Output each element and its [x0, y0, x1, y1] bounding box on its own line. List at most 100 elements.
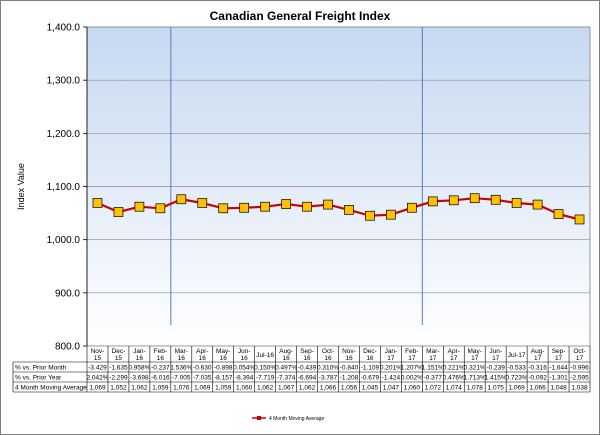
table-cell: -0.239 [486, 365, 505, 372]
x-tick-label: 17 [492, 355, 500, 362]
table-cell: 1,047 [383, 385, 400, 392]
data-point [532, 199, 543, 210]
data-point [155, 203, 166, 214]
table-cell: -2.595 [570, 375, 589, 382]
x-tick-label: 17 [408, 355, 416, 362]
table-row-label: 4 Month Moving Average [15, 385, 87, 392]
x-tick-label: Dec- [363, 348, 377, 355]
table-cell: 0.321% [464, 365, 486, 372]
table-cell: -3.429 [88, 365, 107, 372]
x-tick-label: 17 [471, 355, 479, 362]
x-tick-label: May- [468, 348, 482, 355]
table-cell: -8.157 [214, 375, 233, 382]
table-cell: 0.958% [128, 365, 150, 372]
table-cell: -3.787 [319, 375, 338, 382]
x-tick-label: Sep- [552, 348, 566, 355]
x-tick-label: 16 [157, 355, 165, 362]
table-cell: 0.476% [443, 375, 465, 382]
table-cell: -1.208 [340, 375, 359, 382]
data-point [260, 201, 270, 212]
x-tick-label: Oct- [322, 348, 334, 355]
table-cell: -0.237 [151, 365, 170, 372]
table-cell: -6.016 [151, 375, 170, 382]
table-cell: -7.719 [256, 375, 275, 382]
data-point [197, 198, 208, 208]
table-cell: -1.644 [549, 365, 568, 372]
table-cell: 1,060 [236, 385, 253, 392]
table-cell: 1,069 [89, 385, 106, 392]
data-point [365, 210, 375, 221]
table-cell: 1,062 [257, 385, 274, 392]
table-cell: 1.713% [464, 375, 486, 382]
table-cell: 1,069 [509, 385, 526, 392]
table-cell: 1,075 [488, 385, 505, 392]
data-point [574, 214, 585, 225]
x-tick-label: 17 [450, 355, 458, 362]
table-cell: 2.042% [86, 375, 108, 382]
table-cell: 1,067 [278, 385, 295, 392]
x-tick-label: 16 [220, 355, 228, 362]
x-tick-label: Dec- [112, 348, 126, 355]
table-cell: 1,059 [152, 385, 169, 392]
table-cell: -0.996 [570, 365, 589, 372]
table-row-label: % vs. Prior Year [15, 375, 62, 382]
x-tick-label: 16 [366, 355, 374, 362]
table-cell: 1,056 [341, 385, 358, 392]
table-cell: 1,062 [299, 385, 316, 392]
table-row-label: % vs. Prior Month [15, 365, 67, 372]
x-tick-label: 16 [136, 355, 144, 362]
x-tick-label: Feb- [405, 348, 418, 355]
table-cell: 0.723% [506, 375, 528, 382]
chart-title: Canadian General Freight Index [209, 9, 391, 23]
table-cell: 1,038 [571, 385, 588, 392]
table-cell: 1.151% [422, 365, 444, 372]
data-point [553, 209, 564, 219]
data-point [134, 201, 145, 212]
x-tick-label: Aug- [279, 348, 293, 355]
table-cell: 0.310% [317, 365, 339, 372]
table-cell: 0.150% [254, 365, 276, 372]
legend-marker [257, 416, 261, 420]
data-point [239, 202, 250, 213]
data-point [323, 199, 333, 210]
table-cell: -0.533 [507, 365, 526, 372]
table-cell: 1,048 [550, 385, 567, 392]
table-cell: 1,062 [131, 385, 148, 392]
table-cell: -2.299 [109, 375, 128, 382]
data-point [176, 194, 187, 205]
x-tick-label: Sep- [300, 348, 314, 355]
data-point [113, 207, 124, 217]
table-cell: -8.394 [235, 375, 254, 382]
x-tick-label: Mar- [175, 348, 188, 355]
table-cell: 1.415% [485, 375, 507, 382]
y-tick-label: 1,000.0 [47, 235, 81, 246]
table-cell: -0.898 [214, 365, 233, 372]
data-point [344, 205, 354, 215]
x-tick-label: Jul-16 [256, 352, 274, 359]
x-tick-label: 16 [324, 355, 332, 362]
table-cell: 1,066 [529, 385, 546, 392]
x-tick-label: 17 [555, 355, 563, 362]
table-cell: -0.316 [528, 365, 547, 372]
x-tick-label: Jun- [238, 348, 251, 355]
x-tick-label: Jul-17 [508, 352, 526, 359]
table-cell: 0.201% [380, 365, 402, 372]
x-tick-label: Nov- [342, 348, 356, 355]
data-point [427, 196, 438, 207]
table-cell: 1,074 [446, 385, 463, 392]
table-cell: 0.221% [443, 365, 465, 372]
x-tick-label: 16 [303, 355, 311, 362]
data-point [218, 203, 229, 214]
data-point [448, 195, 459, 206]
x-tick-label: 17 [387, 355, 395, 362]
table-cell: 1.536% [170, 365, 192, 372]
data-point [407, 202, 417, 213]
x-tick-label: 16 [241, 355, 249, 362]
table-cell: 1,076 [173, 385, 190, 392]
table-cell: -3.698 [130, 375, 149, 382]
x-tick-label: 16 [282, 355, 290, 362]
x-tick-label: Nov- [91, 348, 105, 355]
x-tick-label: May- [216, 348, 230, 355]
x-tick-label: Feb- [154, 348, 167, 355]
table-cell: 1,066 [320, 385, 337, 392]
